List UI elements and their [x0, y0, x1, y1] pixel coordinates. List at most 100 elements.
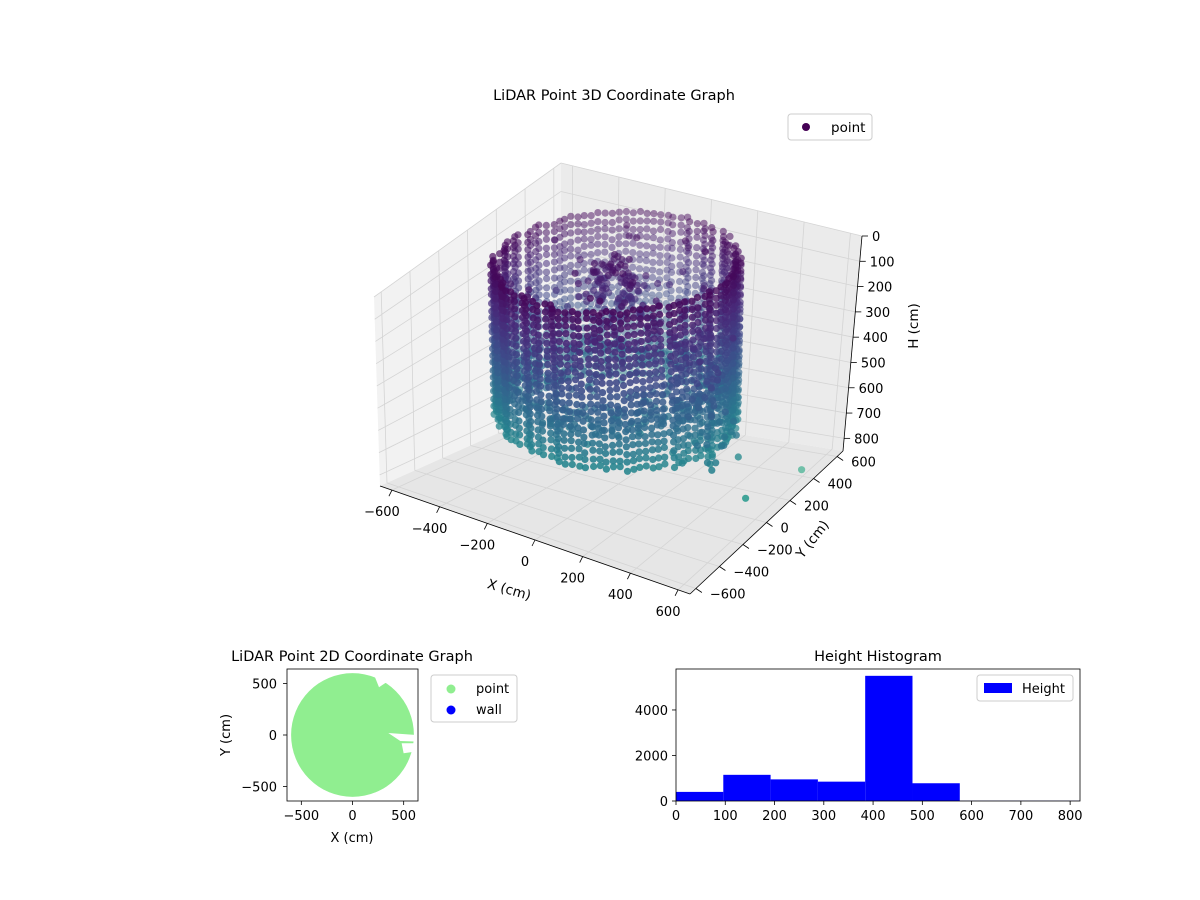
lidar-point [665, 281, 674, 289]
lidar-point [703, 441, 711, 449]
lidar-point [516, 431, 524, 439]
lidar-point [684, 289, 692, 297]
lidar-point [567, 221, 575, 229]
lidar-point [696, 358, 704, 366]
lidar-point [579, 426, 588, 434]
lidar-point [609, 463, 618, 471]
lidar-point [603, 331, 612, 339]
lidar-point [670, 447, 678, 455]
lidar-point [626, 285, 634, 293]
lidar-point [572, 384, 580, 392]
lidar-point [596, 447, 604, 455]
grid-floor-y [414, 470, 720, 567]
lidar-point [589, 455, 597, 463]
legend-height-label: Height [1022, 682, 1065, 697]
lidar-point [713, 334, 721, 342]
lidar-point [635, 455, 644, 463]
lidar-point [574, 261, 582, 269]
x-tick [579, 556, 584, 563]
lidar-point [569, 332, 578, 340]
y-tick-label: 2000 [635, 749, 668, 764]
lidar-point [667, 376, 676, 384]
lidar-point [575, 340, 583, 348]
lidar-point [640, 407, 648, 415]
lidar-point [708, 268, 716, 276]
lidar-point [693, 379, 701, 387]
lidar-point [693, 442, 702, 450]
lidar-point [607, 300, 616, 308]
lidar-point [556, 243, 564, 251]
lidar-point [596, 326, 604, 334]
lidar-point [537, 405, 546, 413]
lidar-point [649, 464, 657, 472]
lidar-point [637, 337, 645, 346]
lidar-point [590, 259, 599, 268]
lidar-point [539, 436, 547, 444]
lidar-point [562, 330, 570, 338]
lidar-point [654, 279, 662, 288]
x-tick [531, 539, 536, 547]
lidar-point [537, 391, 545, 399]
lidar-point [676, 253, 684, 261]
lidar-point [491, 273, 499, 281]
lidar-point [544, 360, 552, 368]
lidar-point [629, 450, 637, 458]
lidar-point [556, 264, 564, 272]
lidar-point [596, 334, 604, 342]
lidar-point [646, 376, 654, 384]
lidar-point [617, 261, 625, 269]
lidar-point [576, 256, 584, 264]
lidar-point [623, 467, 632, 475]
lidar-point [547, 445, 556, 453]
lidar-point [538, 421, 546, 429]
lidar-point [625, 255, 633, 263]
lidar-point [636, 207, 645, 216]
lidar-point [535, 339, 543, 347]
lidar-point [524, 275, 532, 283]
lidar-point [580, 439, 588, 448]
lidar-point [603, 317, 611, 325]
lidar-point [633, 391, 641, 400]
lidar-point [599, 389, 607, 397]
lidar-point [657, 342, 665, 350]
lidar-point [622, 207, 631, 216]
lidar-point [714, 369, 722, 377]
lidar-point [575, 445, 583, 453]
lidar-point [524, 259, 532, 267]
lidar-point [644, 344, 653, 352]
lidar-point [729, 334, 737, 342]
lidar-point [720, 433, 729, 441]
lidar-point [600, 419, 608, 427]
lidar-point [703, 459, 712, 467]
lidar-point [511, 313, 519, 321]
lidar-point [586, 294, 595, 302]
lidar-point [692, 259, 700, 267]
lidar-point [626, 388, 635, 396]
lidar-point [494, 391, 502, 399]
lidar-point [542, 244, 551, 252]
lidar-point [668, 399, 676, 407]
lidar-point [665, 311, 673, 319]
x-tick-label: 400 [608, 588, 633, 603]
lidar-point [636, 463, 644, 471]
lidar-point [532, 232, 540, 240]
legend-wall-label: wall [476, 703, 502, 718]
lidar-point [514, 402, 523, 410]
lidar-point [525, 386, 533, 394]
lidar-point [532, 248, 540, 256]
lidar-point [544, 369, 552, 377]
lidar-point [572, 376, 580, 384]
hist-clipped [676, 675, 1080, 801]
lidar-point [602, 465, 611, 473]
lidar-point [651, 350, 659, 358]
lidar-point [523, 341, 532, 349]
lidar-point [563, 302, 572, 311]
lidar-point [545, 383, 553, 391]
lidar-point [550, 358, 559, 366]
lidar-point [587, 400, 595, 408]
lidar-point [650, 217, 658, 225]
lidar-point [618, 350, 626, 358]
lidar-point [542, 268, 551, 276]
lidar-point [585, 376, 594, 384]
lidar-point [522, 319, 531, 327]
